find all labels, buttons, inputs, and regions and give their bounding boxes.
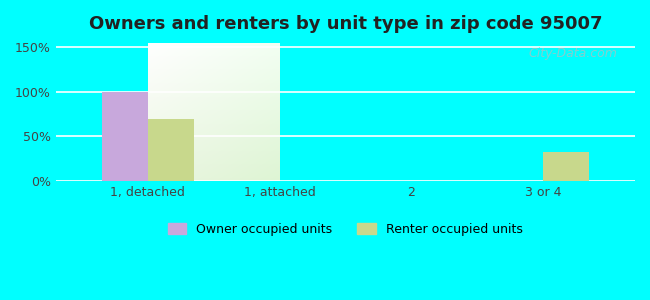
Bar bbox=[148, 118, 194, 181]
Bar bbox=[543, 152, 589, 181]
Title: Owners and renters by unit type in zip code 95007: Owners and renters by unit type in zip c… bbox=[88, 15, 602, 33]
Text: City-Data.com: City-Data.com bbox=[528, 47, 618, 60]
Bar bbox=[102, 92, 148, 181]
Legend: Owner occupied units, Renter occupied units: Owner occupied units, Renter occupied un… bbox=[162, 218, 528, 241]
